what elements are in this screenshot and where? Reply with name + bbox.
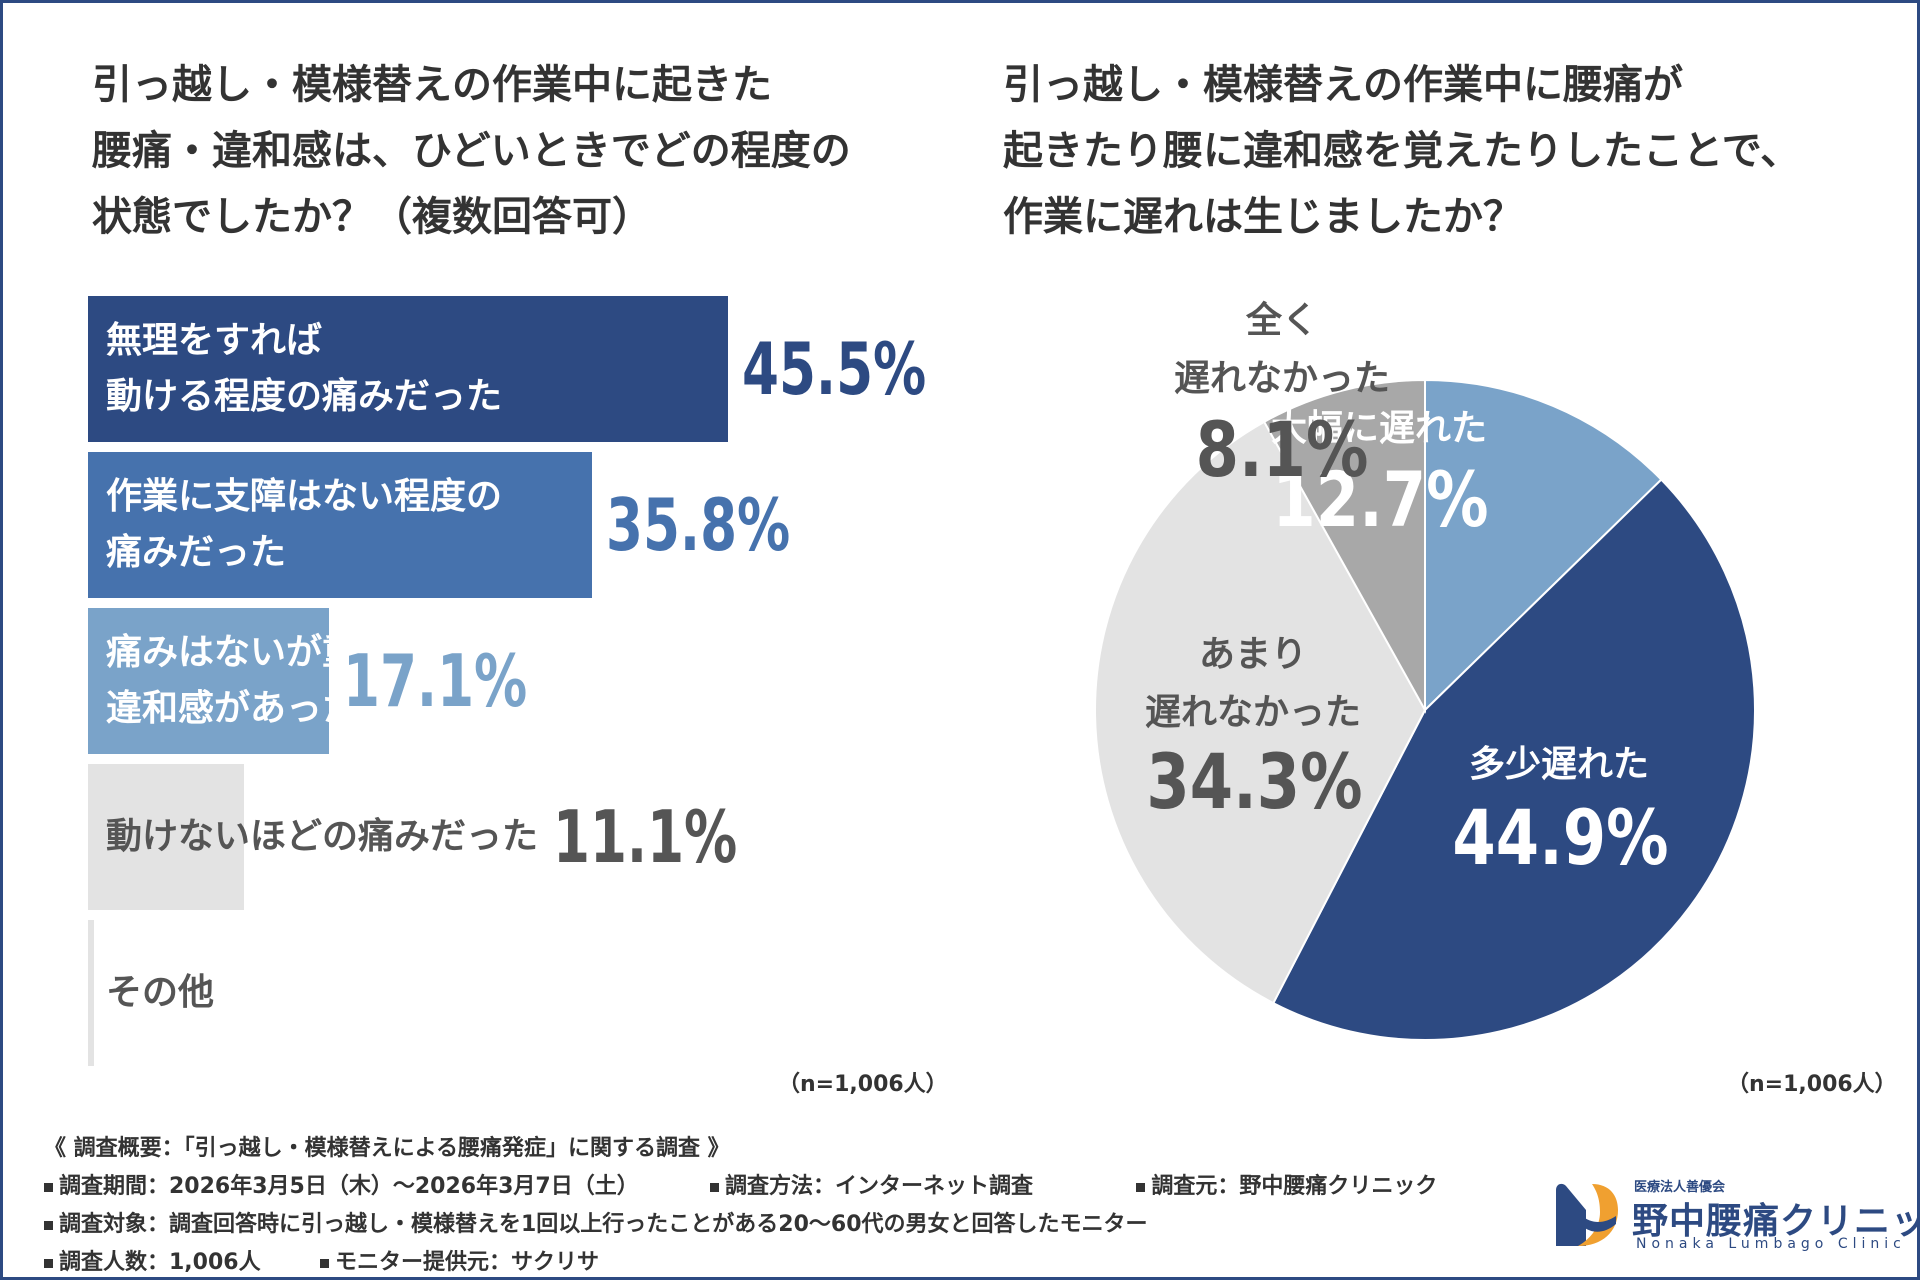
pie-slice-value: 34.3% <box>1146 737 1363 826</box>
bar-category-label-line: 痛みはないが重だるさや <box>106 632 503 673</box>
right-sample-size: （n=1,006人） <box>1727 1072 1897 1097</box>
pie-slice-label: あまり 遅れなかった <box>1123 626 1383 742</box>
bar-category-label: 動けないほどの痛みだった <box>106 809 538 865</box>
bar-value-label: 11.1% <box>553 795 738 879</box>
pie-slice <box>1262 378 1426 714</box>
survey-target: 調査対象：調査回答時に引っ越し・模様替えを1回以上行ったことがある20〜60代の… <box>59 1212 1148 1237</box>
survey-period: 調査期間：2026年3月5日（木）〜2026年3月7日（土） <box>59 1174 639 1199</box>
bar <box>88 920 94 1066</box>
left-sample-size: （n=1,006人） <box>778 1072 948 1097</box>
pie-slice-value: 8.1% <box>1195 405 1369 494</box>
bullet-icon <box>44 1258 53 1268</box>
pie-slice-label-line: 遅れなかった <box>1173 358 1390 399</box>
survey-summary-heading: 《 調査概要：「引っ越し・模様替えによる腰痛発症」に関する調査 》 <box>44 1136 730 1161</box>
bullet-icon <box>319 1258 329 1268</box>
survey-summary-row: 調査期間：2026年3月5日（木）〜2026年3月7日（土） 調査方法：インター… <box>44 1168 1437 1200</box>
left-title-line: 状態でしたか？（複数回答可） <box>92 194 652 240</box>
pie-slice-label-line: 遅れなかった <box>1144 692 1361 733</box>
logo-organization: 医療法人善優会 <box>1634 1180 1726 1195</box>
clinic-logo: 医療法人善優会 野中腰痛クリニック Nonaka Lumbago Clinic <box>1548 1172 1920 1252</box>
bar <box>88 452 592 598</box>
bar-category-label-line: 無理をすれば <box>106 320 323 361</box>
pie-slice-label: 全く 遅れなかった <box>1152 292 1412 408</box>
clinic-logo-mark-icon <box>1556 1183 1618 1246</box>
survey-provider: モニター提供元：サクリサ <box>334 1250 599 1275</box>
survey-method: 調査方法：インターネット調査 <box>725 1174 1034 1199</box>
pie-slice <box>1271 478 1756 1041</box>
survey-count: 調査人数：1,006人 <box>59 1250 261 1275</box>
right-chart-title: 引っ越し・模様替えの作業中に腰痛が 起きたり腰に違和感を覚えたりしたことで、 作… <box>1003 52 1800 250</box>
right-title-line: 引っ越し・模様替えの作業中に腰痛が <box>1003 62 1683 108</box>
pie-slice-label: 多少遅れた <box>1429 736 1689 794</box>
bar-category-label: 作業に支障はない程度の 痛みだった <box>106 469 502 581</box>
pie-slice <box>1424 378 1663 713</box>
left-title-line: 腰痛・違和感は、ひどいときでどの程度の <box>92 128 851 174</box>
bar-value-label: 45.5% <box>742 327 927 411</box>
pie-slice-label: 大幅に遅れた <box>1249 400 1509 458</box>
pie-slice-value: 12.7% <box>1272 455 1489 544</box>
bar-category-label-line: 動ける程度の痛みだった <box>106 376 503 417</box>
bullet-icon <box>1136 1182 1146 1192</box>
pie-slice-label-line: 全く <box>1245 300 1318 341</box>
survey-source: 調査元：野中腰痛クリニック <box>1151 1174 1438 1199</box>
bar-category-label-line: 違和感があった <box>106 688 359 729</box>
bar-category-label-line: 作業に支障はない程度の <box>106 476 503 517</box>
left-chart-title: 引っ越し・模様替えの作業中に起きた 腰痛・違和感は、ひどいときでどの程度の 状態… <box>92 52 851 250</box>
bullet-icon <box>44 1220 53 1230</box>
bar <box>88 608 329 754</box>
logo-clinic-name: 野中腰痛クリニック <box>1632 1201 1920 1242</box>
bar-category-label-line: その他 <box>106 972 215 1013</box>
pie-slice <box>1094 420 1427 1005</box>
bar-category-label-line: 痛みだった <box>106 532 287 573</box>
logo-english-name: Nonaka Lumbago Clinic <box>1636 1236 1906 1252</box>
pie-slice-label-line: 多少遅れた <box>1468 744 1649 785</box>
bar-category-label: その他 <box>106 965 214 1021</box>
pie-slice-value: 44.9% <box>1452 793 1669 882</box>
bar <box>88 764 245 910</box>
bar-category-label-line: 動けないほどの痛みだった <box>106 816 539 857</box>
left-title-line: 引っ越し・模様替えの作業中に起きた <box>92 62 772 108</box>
bullet-icon <box>44 1182 53 1192</box>
bar <box>88 296 728 442</box>
pie-slice-label-line: 大幅に遅れた <box>1270 408 1487 449</box>
bar-category-label: 無理をすれば動ける程度の痛みだった <box>106 313 502 425</box>
pie-slice-label-line: あまり <box>1198 634 1307 675</box>
survey-summary-row: 調査対象：調査回答時に引っ越し・模様替えを1回以上行ったことがある20〜60代の… <box>44 1206 1148 1238</box>
bar-category-label: 痛みはないが重だるさや 違和感があった <box>106 625 502 737</box>
pie-chart <box>1094 378 1756 1041</box>
bar-value-label: 35.8% <box>605 483 790 567</box>
right-title-line: 作業に遅れは生じましたか？ <box>1003 194 1523 240</box>
right-title-line: 起きたり腰に違和感を覚えたりしたことで、 <box>1003 128 1801 174</box>
bar-value-label: 17.1% <box>342 639 527 723</box>
bar-chart: 無理をすれば動ける程度の痛みだった 45.5% 作業に支障はない程度の 痛みだった 35… <box>88 296 988 1066</box>
bullet-icon <box>710 1182 720 1192</box>
survey-summary-row: 調査人数：1,006人 モニター提供元：サクリサ <box>44 1244 599 1276</box>
